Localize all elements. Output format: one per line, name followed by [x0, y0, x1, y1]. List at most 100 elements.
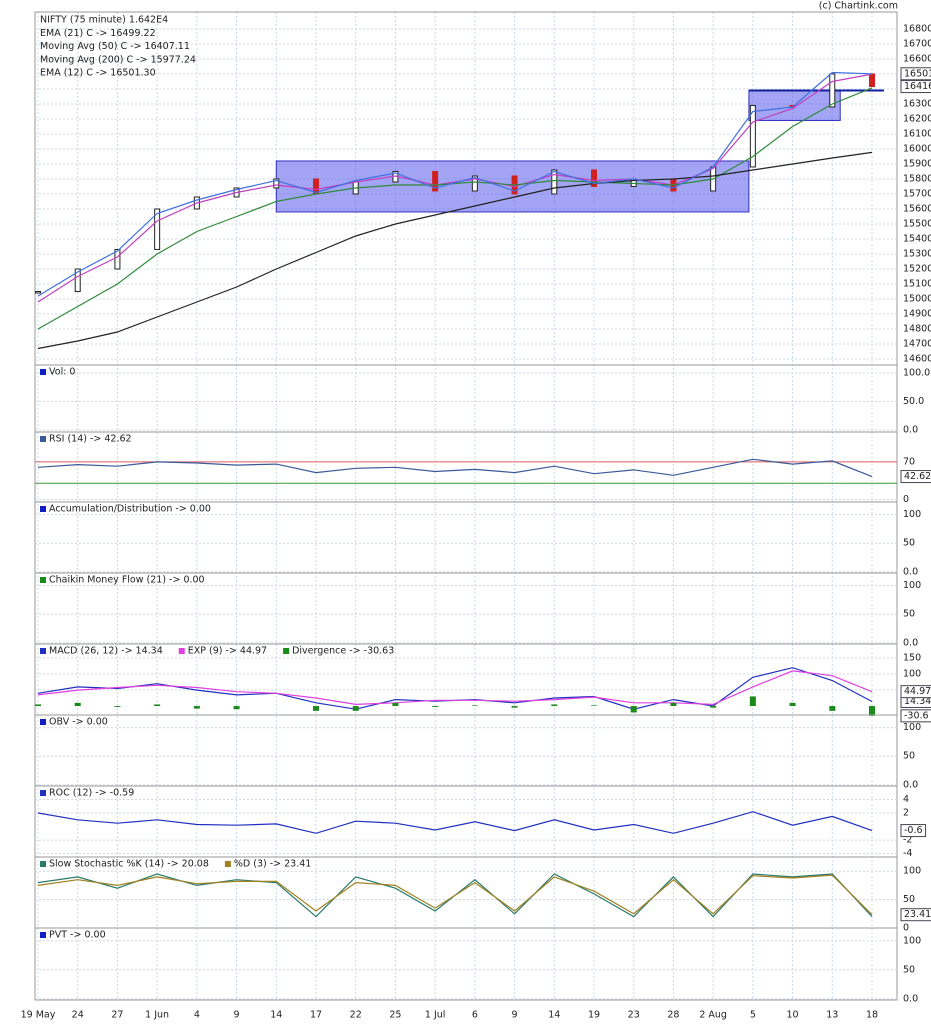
y-tick-label: 14800	[903, 323, 931, 334]
panel-frame	[34, 364, 898, 433]
x-tick-label: 28	[667, 1010, 679, 1021]
legend-entry: EMA (12) C -> 16501.30	[40, 68, 156, 79]
legend-marker	[40, 790, 46, 796]
candle	[432, 170, 439, 192]
x-tick-label: 13	[826, 1010, 838, 1021]
histogram-bar	[74, 702, 81, 707]
histogram-bar	[35, 704, 41, 707]
series-line	[37, 71, 873, 297]
series-line	[37, 458, 873, 478]
y-tick-label: 15500	[903, 218, 931, 229]
x-tick-label: 9	[234, 1010, 240, 1021]
histogram-bar	[869, 706, 875, 716]
histogram-bar	[630, 706, 637, 713]
x-tick-label: 2 Aug	[699, 1010, 727, 1021]
histogram-bar	[511, 706, 518, 708]
candle	[829, 73, 836, 108]
legend-marker	[40, 719, 46, 725]
y-tick-label: 15900	[903, 158, 931, 169]
legend-entry: Moving Avg (50) C -> 16407.11	[40, 41, 190, 52]
y-tick-label: 15800	[903, 173, 931, 184]
credit: (c) Chartink.com	[819, 1, 898, 12]
panel-frame	[34, 643, 898, 716]
x-tick-label: 19	[588, 1010, 600, 1021]
end-value-label: 16416	[904, 81, 931, 92]
histogram-bar	[313, 706, 319, 711]
legend-marker	[283, 648, 290, 654]
x-tick-label: 24	[72, 1010, 84, 1021]
legend-entry: EXP (9) -> 44.97	[188, 646, 267, 657]
y-tick-label: 50	[903, 751, 915, 762]
x-tick-label: 17	[310, 1010, 322, 1021]
candle	[273, 178, 280, 189]
y-tick-label: 16600	[903, 53, 931, 64]
legend-marker	[224, 861, 231, 867]
legend-entry: Moving Avg (200) C -> 15977.24	[40, 54, 196, 65]
y-tick-label: 16000	[903, 143, 931, 154]
y-tick-label: 100	[903, 722, 921, 733]
histogram-bar	[193, 706, 200, 709]
y-tick-label: 16100	[903, 128, 931, 139]
panel-title: Vol: 0	[49, 367, 75, 378]
legend-entry: OBV -> 0.00	[49, 717, 108, 728]
panel-frame	[34, 431, 898, 503]
series-line	[37, 670, 873, 706]
y-tick-label: 15100	[903, 278, 931, 289]
y-tick-label: 0.0	[903, 779, 918, 790]
y-tick-label: 16200	[903, 113, 931, 124]
histogram-bar	[670, 702, 677, 707]
end-value-label: 16501	[904, 68, 931, 79]
y-tick-label: 0.0	[903, 425, 918, 436]
x-tick-label: 1 Jul	[425, 1010, 446, 1021]
y-tick-label: 0	[903, 494, 909, 505]
series-line	[37, 874, 873, 916]
legend-marker	[40, 506, 46, 512]
x-tick-label: 23	[628, 1010, 640, 1021]
panel-frame	[34, 927, 898, 1001]
end-value-label: 23.41	[904, 909, 931, 920]
y-tick-label: 14700	[903, 338, 931, 349]
y-tick-label: 4	[903, 794, 909, 805]
y-tick-label: 50	[903, 538, 915, 549]
x-tick-label: 18	[866, 1010, 878, 1021]
histogram-bar	[710, 706, 717, 708]
y-tick-label: -2	[903, 835, 912, 846]
y-tick-label: 15400	[903, 233, 931, 244]
x-tick-label: 1 Jun	[145, 1010, 169, 1021]
y-tick-label: 100.0	[903, 367, 930, 378]
x-tick-label: 14	[548, 1010, 560, 1021]
series-line	[37, 73, 873, 303]
candle	[551, 169, 558, 195]
end-value-label: 42.62	[904, 471, 931, 482]
panel-frame	[34, 785, 898, 858]
legend-marker	[178, 648, 185, 654]
end-value-label: 14.34	[904, 696, 931, 707]
series-line	[37, 811, 873, 834]
y-tick-label: 50.0	[903, 396, 924, 407]
legend-marker	[40, 369, 46, 375]
histogram-bar	[829, 706, 836, 711]
legend-entry: PVT -> 0.00	[49, 930, 106, 941]
y-tick-label: 16700	[903, 38, 931, 49]
panel-frame	[34, 714, 898, 787]
y-tick-label: 70	[903, 456, 915, 467]
y-tick-label: 100	[903, 935, 921, 946]
x-tick-label: 14	[270, 1010, 282, 1021]
y-tick-label: 0.0	[903, 993, 918, 1004]
legend-marker	[40, 932, 46, 938]
histogram-bar	[551, 704, 558, 707]
legend-entry: Chaikin Money Flow (21) -> 0.00	[49, 575, 205, 586]
x-tick-label: 6	[472, 1010, 478, 1021]
y-tick-label: 16800	[903, 23, 931, 34]
histogram-bar	[749, 696, 756, 707]
end-value-box	[900, 685, 931, 699]
x-tick-label: 25	[389, 1010, 401, 1021]
histogram-bar	[114, 706, 121, 708]
histogram-bar	[471, 705, 478, 707]
end-value-box	[900, 470, 931, 484]
y-tick-label: 50	[903, 894, 915, 905]
y-tick-label: 15600	[903, 203, 931, 214]
y-tick-label: 50	[903, 609, 915, 620]
y-tick-label: 100	[903, 669, 921, 680]
